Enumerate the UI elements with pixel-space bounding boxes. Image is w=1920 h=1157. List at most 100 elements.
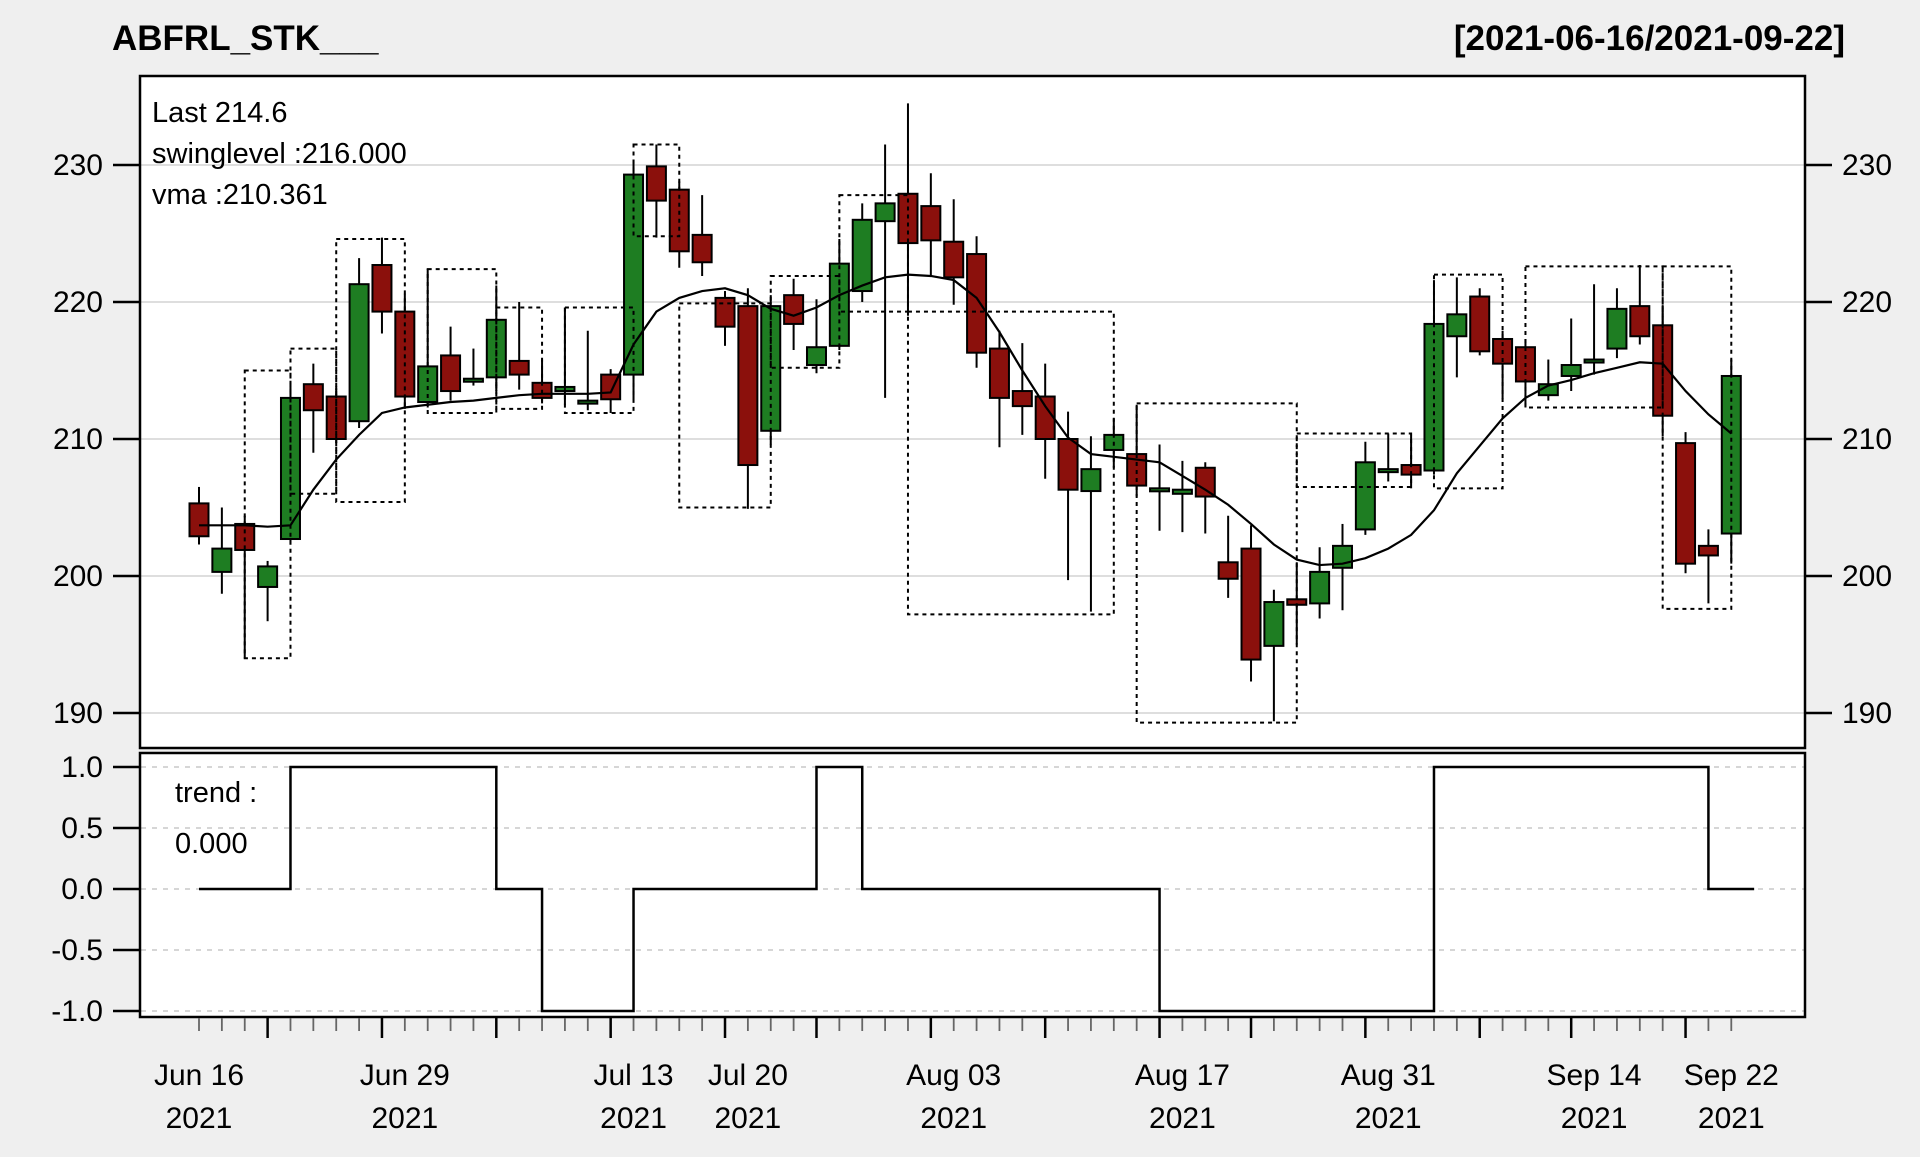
candle-body bbox=[577, 399, 599, 405]
candle bbox=[874, 144, 896, 398]
candle bbox=[1309, 547, 1331, 619]
candle bbox=[737, 288, 759, 509]
candle bbox=[1194, 462, 1216, 534]
candle-body bbox=[188, 502, 210, 538]
candle-body bbox=[1080, 468, 1102, 493]
swing-box bbox=[1135, 402, 1298, 724]
swing-box bbox=[1524, 265, 1664, 409]
candle-body bbox=[1217, 561, 1239, 580]
x-axis-label-year: 2021 bbox=[166, 1102, 233, 1135]
candle bbox=[691, 195, 713, 276]
swing-box bbox=[769, 274, 841, 369]
candle-body bbox=[623, 173, 645, 376]
legend-swinglevel: swinglevel :216.000 bbox=[152, 138, 407, 170]
swing-box bbox=[243, 369, 292, 660]
candle-body bbox=[851, 218, 873, 293]
candle-body bbox=[508, 359, 530, 376]
x-axis-label-year: 2021 bbox=[1149, 1102, 1216, 1135]
swing-box bbox=[906, 310, 1115, 616]
y-axis-left: 230 220 210 200 190 bbox=[53, 149, 139, 730]
price-panel-border bbox=[138, 74, 1807, 750]
candle-body bbox=[988, 347, 1010, 399]
candle-body bbox=[645, 165, 667, 202]
candle-body bbox=[691, 233, 713, 264]
candle bbox=[1675, 432, 1697, 574]
candle bbox=[1469, 288, 1491, 356]
swing-box bbox=[426, 268, 498, 414]
x-axis-label-year: 2021 bbox=[920, 1102, 987, 1135]
candle bbox=[851, 203, 873, 302]
y-tick-label-right: 210 bbox=[1842, 423, 1892, 456]
y-tick-label-left: 230 bbox=[53, 149, 103, 182]
candle bbox=[966, 236, 988, 368]
candle bbox=[1080, 436, 1102, 612]
swing-box bbox=[1432, 273, 1504, 490]
candle-body bbox=[1354, 461, 1376, 531]
swing-box bbox=[632, 143, 681, 238]
candle-body bbox=[714, 296, 736, 328]
candle-body bbox=[1034, 395, 1056, 440]
price-gridlines bbox=[141, 164, 1804, 714]
candle bbox=[1240, 525, 1262, 682]
trend-panel bbox=[140, 753, 1805, 1017]
candle-body bbox=[1149, 487, 1171, 493]
x-axis-label: Aug 03 bbox=[906, 1059, 1001, 1092]
x-axis-label: Jun 16 bbox=[154, 1059, 244, 1092]
candle-body bbox=[966, 253, 988, 354]
x-axis-label: Jul 20 bbox=[708, 1059, 788, 1092]
x-axis-label: Aug 17 bbox=[1135, 1059, 1230, 1092]
y-tick-label-right: 230 bbox=[1842, 149, 1892, 182]
x-axis-label-year: 2021 bbox=[715, 1102, 782, 1135]
swing-box bbox=[495, 306, 544, 410]
candle bbox=[943, 199, 965, 305]
candle-body bbox=[920, 205, 942, 242]
candle bbox=[988, 330, 1010, 448]
candle bbox=[257, 560, 279, 622]
candle-body bbox=[783, 294, 805, 325]
candle bbox=[211, 507, 233, 594]
candle bbox=[1606, 288, 1628, 359]
candle bbox=[1011, 343, 1033, 435]
candle-body bbox=[371, 264, 393, 313]
candle-body bbox=[874, 202, 896, 223]
candle bbox=[1263, 589, 1285, 722]
trend-legend-value: 0.000 bbox=[175, 828, 248, 860]
y-tick-label-left: 200 bbox=[53, 560, 103, 593]
candle bbox=[508, 302, 530, 390]
candle bbox=[1354, 441, 1376, 535]
candle bbox=[1149, 444, 1171, 531]
swing-box bbox=[678, 302, 772, 509]
candle bbox=[783, 278, 805, 350]
y-tick-label-right: 190 bbox=[1842, 697, 1892, 730]
candle bbox=[1171, 460, 1193, 533]
price-content bbox=[188, 103, 1742, 724]
candle-body bbox=[737, 305, 759, 467]
candle-body bbox=[302, 383, 324, 412]
candle-body bbox=[1240, 547, 1262, 661]
trend-step-line bbox=[199, 765, 1755, 1013]
trend-panel-border bbox=[138, 751, 1807, 1019]
y-axis-right: 230 220 210 200 190 bbox=[1806, 149, 1892, 730]
trend-tick-label: 0.5 bbox=[61, 812, 103, 845]
legend-vma: vma :210.361 bbox=[152, 179, 328, 211]
candle-body bbox=[1606, 307, 1628, 350]
candle bbox=[805, 299, 827, 374]
candle-body bbox=[211, 547, 233, 573]
page-title: ABFRL_STK___ bbox=[112, 19, 379, 58]
candle bbox=[462, 348, 484, 386]
candle-body bbox=[1194, 466, 1216, 498]
candle-body bbox=[1560, 364, 1582, 377]
y-tick-label-left: 220 bbox=[53, 286, 103, 319]
candle bbox=[1583, 284, 1605, 375]
y-tick-label-right: 220 bbox=[1842, 286, 1892, 319]
candle bbox=[348, 258, 370, 429]
trend-tick-label: 0.0 bbox=[61, 873, 103, 906]
candle bbox=[1629, 265, 1651, 345]
x-axis-label-year: 2021 bbox=[1355, 1102, 1422, 1135]
candle bbox=[714, 291, 736, 346]
candle bbox=[1377, 433, 1399, 482]
candle bbox=[394, 293, 416, 409]
legend-last-value: Last 214.6 bbox=[152, 97, 287, 129]
x-axis-label: Sep 22 bbox=[1684, 1059, 1779, 1092]
